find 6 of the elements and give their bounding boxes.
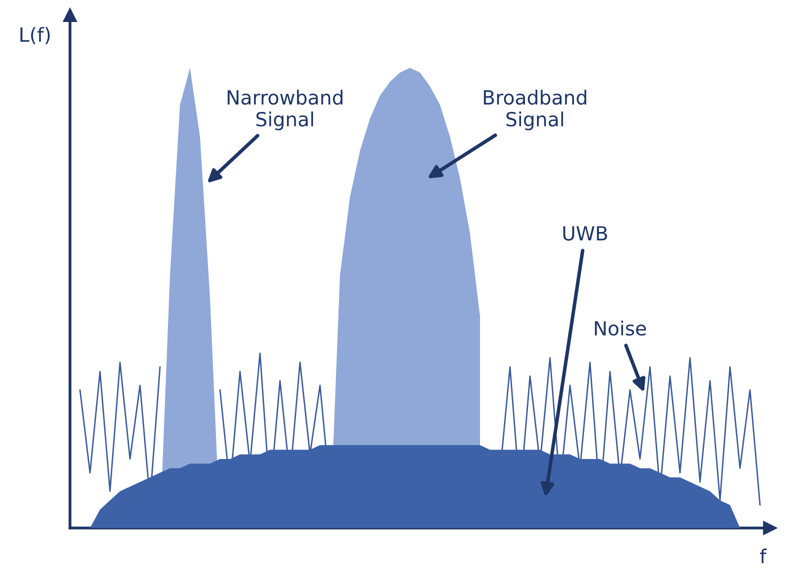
- y-axis-title: L(f): [20, 26, 50, 44]
- series-label: Broadband Signal: [484, 90, 586, 130]
- series-label: Noise: [594, 320, 646, 336]
- text: UWB: [563, 226, 608, 241]
- x-axis-title: f: [760, 548, 767, 564]
- series-label: Narrowband Signal: [228, 90, 342, 130]
